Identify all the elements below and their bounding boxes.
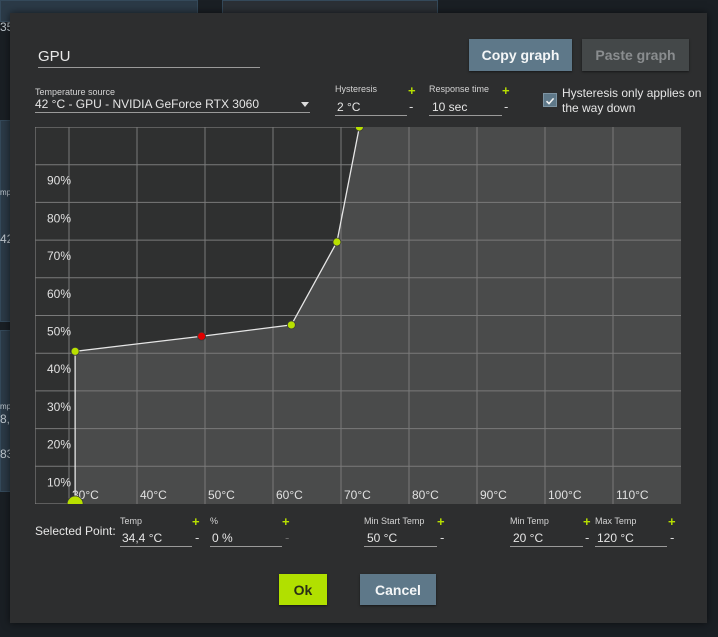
- percent-label: %: [210, 516, 219, 526]
- curve-name-input[interactable]: [38, 45, 260, 68]
- y-tick-label: 10%: [47, 475, 71, 489]
- min-temp-field[interactable]: 20 °C: [510, 530, 583, 547]
- max-temp-field[interactable]: 120 °C: [595, 530, 667, 547]
- x-tick-label: 90°C: [480, 488, 507, 502]
- x-tick-label: 70°C: [344, 488, 371, 502]
- max-temp-value: 120 °C: [597, 531, 634, 545]
- percent-minus-button[interactable]: -: [285, 530, 290, 545]
- percent-value: 0 %: [212, 531, 233, 545]
- curve-point[interactable]: [354, 127, 364, 132]
- temp-plus-button[interactable]: +: [192, 514, 200, 529]
- x-tick-label: 50°C: [208, 488, 235, 502]
- y-tick-label: 30%: [47, 400, 71, 414]
- max-temp-label: Max Temp: [595, 516, 637, 526]
- response-time-field[interactable]: 10 sec: [429, 99, 502, 116]
- x-tick-label: 40°C: [140, 488, 167, 502]
- y-tick-label: 80%: [47, 211, 71, 225]
- hysteresis-minus-button[interactable]: -: [409, 99, 414, 114]
- min-temp-value: 20 °C: [513, 531, 544, 545]
- selected-point-label: Selected Point:: [35, 524, 116, 538]
- hysteresis-plus-button[interactable]: +: [408, 83, 416, 98]
- min-temp-label: Min Temp: [510, 516, 549, 526]
- fan-curve-graph[interactable]: 30°C 40°C 50°C 60°C 70°C 80°C 90°C 100°C 110°C10…: [35, 127, 681, 504]
- min-start-temp-plus-button[interactable]: +: [437, 514, 445, 529]
- chevron-down-icon[interactable]: [301, 102, 309, 107]
- response-time-minus-button[interactable]: -: [504, 99, 509, 114]
- curve-point[interactable]: [70, 346, 80, 356]
- hysteresis-down-checkbox[interactable]: [543, 93, 557, 107]
- paste-graph-button[interactable]: Paste graph: [582, 39, 689, 71]
- temp-field[interactable]: 34,4 °C: [120, 530, 192, 547]
- curve-point[interactable]: [286, 320, 296, 330]
- x-tick-label: 110°C: [616, 488, 649, 502]
- y-tick-label: 60%: [47, 287, 71, 301]
- curve-line: [74, 127, 360, 504]
- percent-field[interactable]: 0 %: [210, 530, 282, 547]
- selected-curve-point[interactable]: [66, 495, 84, 504]
- temp-value: 34,4 °C: [122, 531, 163, 545]
- max-temp-minus-button[interactable]: -: [670, 530, 675, 545]
- ok-button[interactable]: Ok: [279, 574, 327, 605]
- y-tick-label: 40%: [47, 362, 71, 376]
- y-tick-label: 20%: [47, 438, 71, 452]
- x-tick-label: 80°C: [412, 488, 439, 502]
- response-time-label: Response time: [429, 84, 490, 94]
- min-start-temp-label: Min Start Temp: [364, 516, 425, 526]
- response-time-plus-button[interactable]: +: [502, 83, 510, 98]
- background-text: mp: [0, 188, 12, 197]
- copy-graph-button[interactable]: Copy graph: [469, 39, 572, 71]
- hysteresis-label: Hysteresis: [335, 84, 378, 94]
- y-tick-label: 90%: [47, 174, 71, 188]
- min-start-temp-value: 50 °C: [367, 531, 398, 545]
- temperature-source-value: 42 °C - GPU - NVIDIA GeForce RTX 3060: [35, 97, 259, 111]
- temp-label: Temp: [120, 516, 143, 526]
- min-start-temp-minus-button[interactable]: -: [440, 530, 445, 545]
- response-time-value: 10 sec: [432, 100, 468, 114]
- fan-curve-dialog: Copy graph Paste graph Temperature sourc…: [10, 13, 707, 623]
- hysteresis-field[interactable]: 2 °C: [335, 99, 407, 116]
- min-temp-minus-button[interactable]: -: [585, 530, 590, 545]
- background-text: mp: [0, 402, 12, 411]
- curve-point[interactable]: [197, 331, 207, 341]
- hysteresis-value: 2 °C: [337, 100, 361, 114]
- curve-point[interactable]: [332, 237, 342, 247]
- min-temp-plus-button[interactable]: +: [583, 514, 591, 529]
- percent-plus-button[interactable]: +: [282, 514, 290, 529]
- max-temp-plus-button[interactable]: +: [668, 514, 676, 529]
- min-start-temp-field[interactable]: 50 °C: [364, 530, 437, 547]
- checkmark-icon: [545, 97, 555, 105]
- y-tick-label: 70%: [47, 249, 71, 263]
- y-tick-label: 50%: [47, 325, 71, 339]
- cancel-button[interactable]: Cancel: [360, 574, 436, 605]
- temperature-source-label: Temperature source: [35, 87, 116, 97]
- x-tick-label: 100°C: [548, 488, 582, 502]
- temperature-source-select[interactable]: 42 °C - GPU - NVIDIA GeForce RTX 3060: [35, 96, 310, 113]
- temp-minus-button[interactable]: -: [195, 530, 200, 545]
- x-tick-label: 60°C: [276, 488, 303, 502]
- hysteresis-down-label: Hysteresis only applies on the way down: [562, 86, 702, 115]
